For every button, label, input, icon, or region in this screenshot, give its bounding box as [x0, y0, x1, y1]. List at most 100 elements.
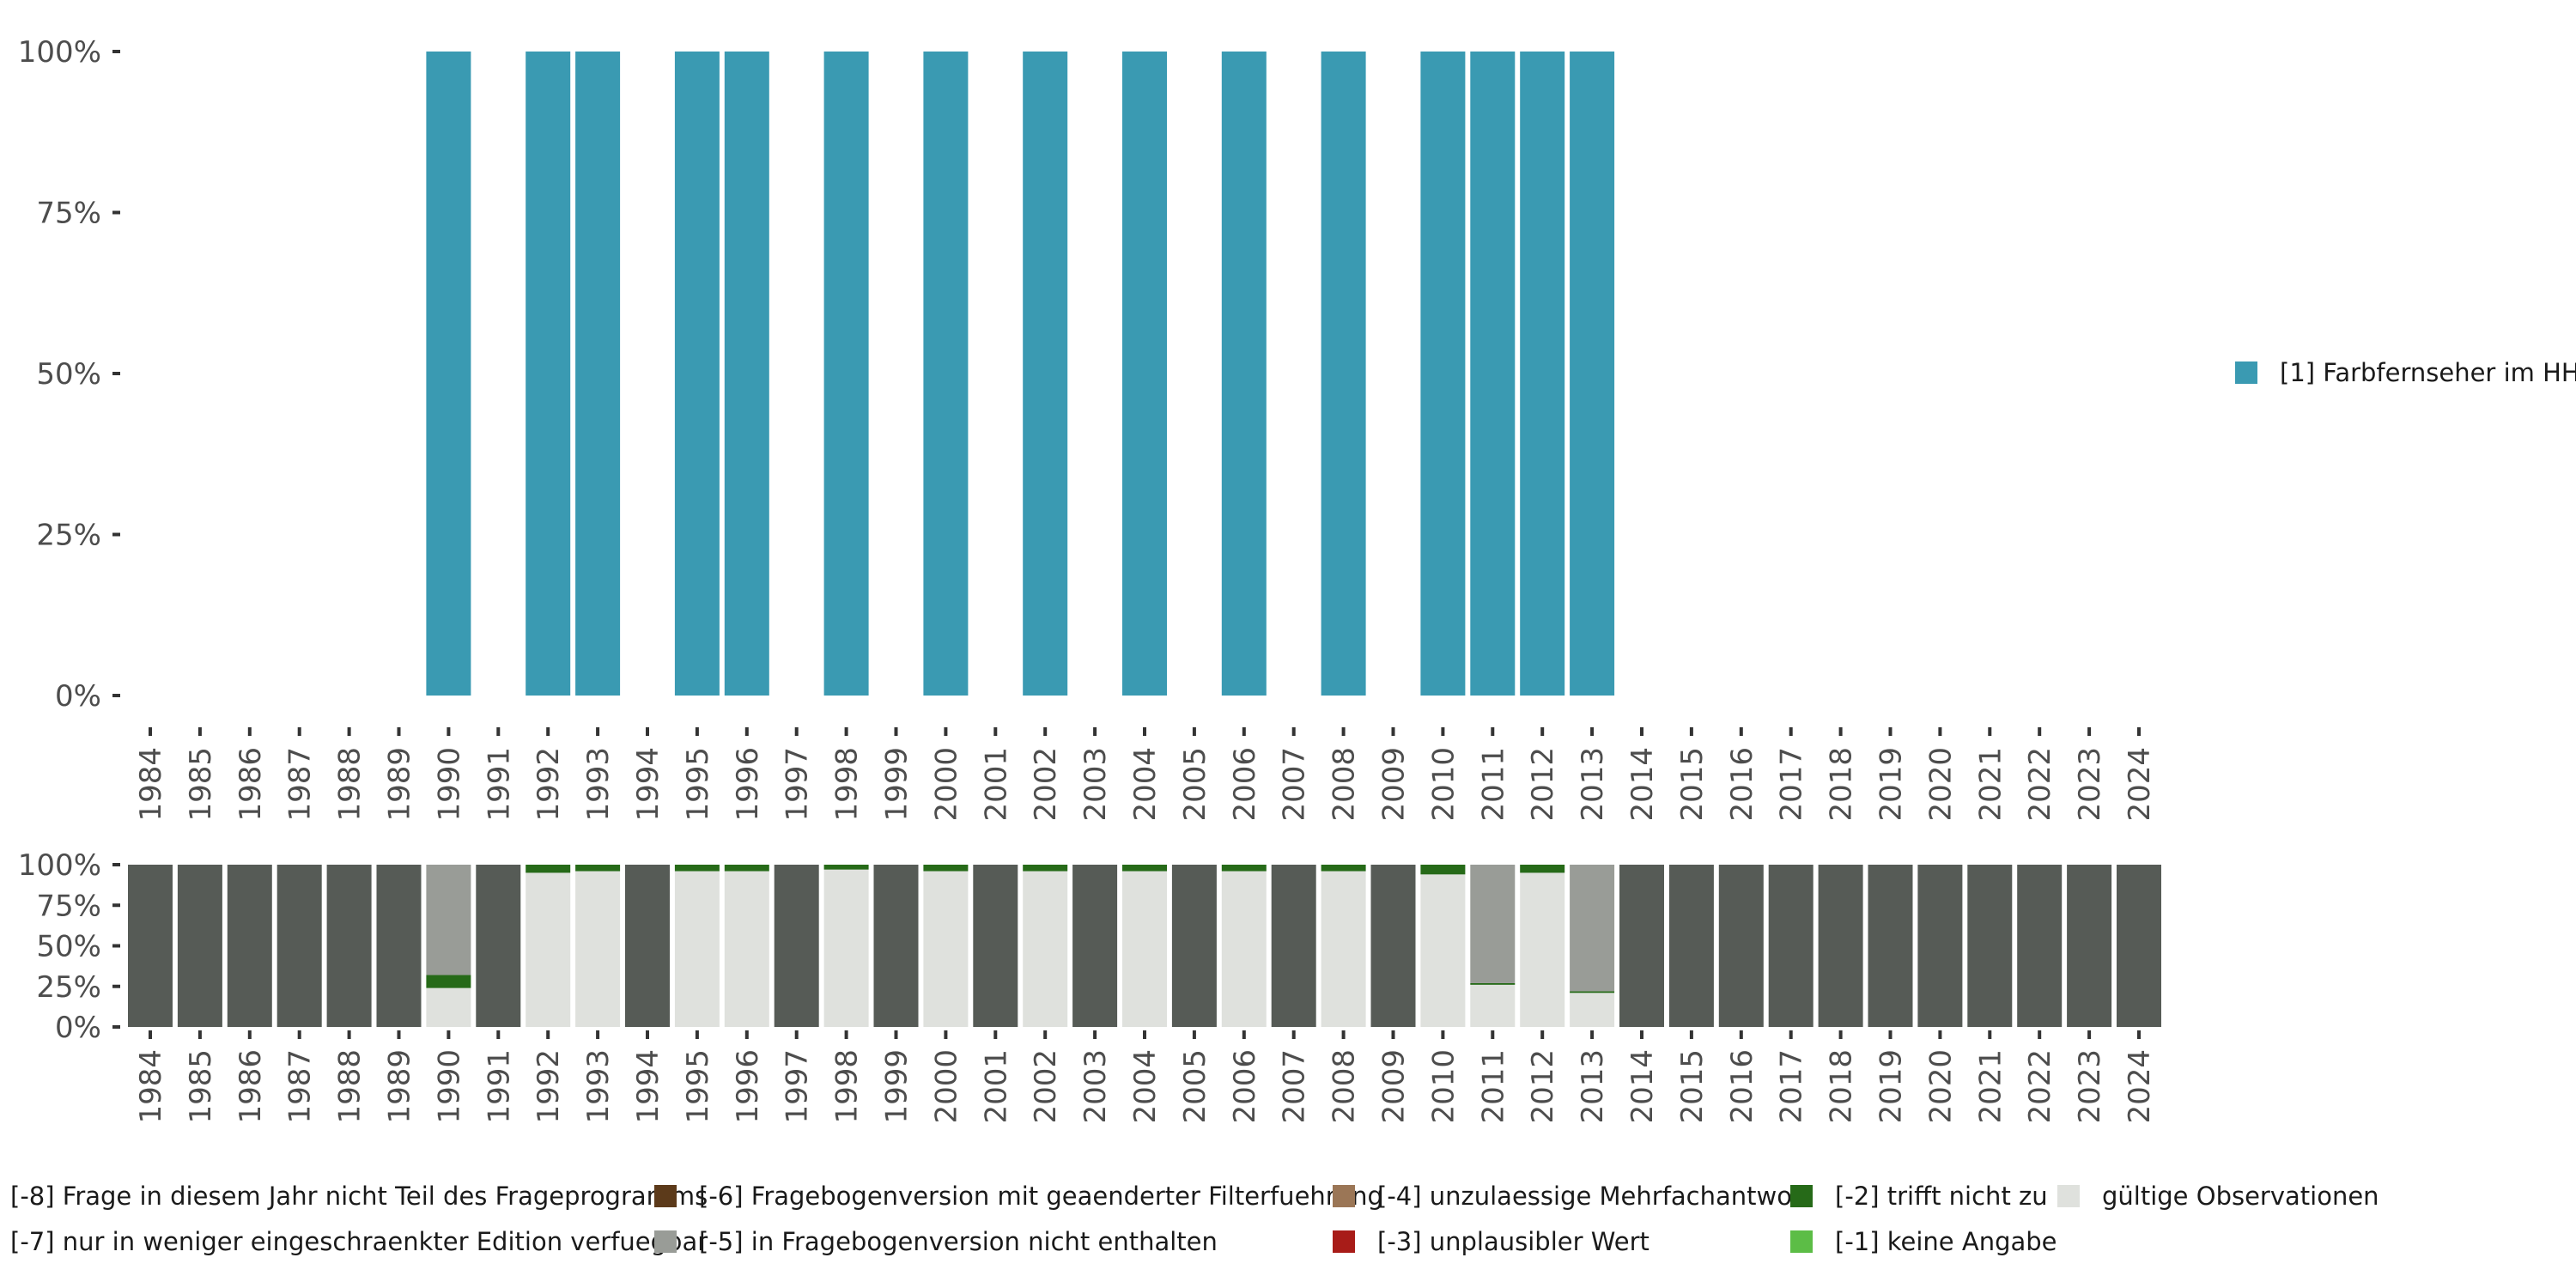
- top-x-tick-label: 1993: [581, 747, 616, 822]
- bottom-x-tick-label: 2006: [1228, 1049, 1262, 1124]
- bottom-y-tick-label: 25%: [36, 970, 101, 1005]
- bottom-legend-swatch: [1333, 1230, 1355, 1253]
- bottom-legend-label: [-4] unzulaessige Mehrfachantwort: [1377, 1182, 1812, 1211]
- top-x-tick-label: 2015: [1675, 747, 1710, 822]
- bottom-bar-1985-s3: [177, 865, 222, 1027]
- top-bar-2013: [1570, 52, 1615, 696]
- bottom-legend-label: [-2] trifft nicht zu: [1835, 1182, 2048, 1211]
- bottom-x-tick-label: 2011: [1476, 1049, 1510, 1124]
- bottom-bar-2008-s1: [1321, 865, 1366, 872]
- top-x-tick-label: 2007: [1278, 747, 1312, 822]
- bottom-x-tick-label: 2012: [1526, 1049, 1560, 1124]
- top-bar-2004: [1122, 52, 1167, 696]
- bottom-bar-1996-s0: [724, 871, 769, 1027]
- top-x-tick-label: 2018: [1825, 747, 1859, 822]
- bottom-bar-2010-s1: [1420, 865, 1466, 875]
- bottom-bar-1990-s2: [426, 865, 471, 975]
- bottom-bar-2016-s3: [1718, 865, 1764, 1027]
- bottom-bar-1991-s3: [476, 865, 521, 1027]
- top-x-tick-label: 1992: [532, 747, 566, 822]
- top-x-tick-label: 1984: [134, 747, 168, 822]
- bottom-x-tick-label: 2009: [1377, 1049, 1412, 1124]
- top-x-tick-label: 1991: [482, 747, 516, 822]
- top-bar-1995: [674, 52, 720, 696]
- top-x-tick-label: 2020: [1923, 747, 1958, 822]
- bottom-bar-2008-s0: [1321, 871, 1366, 1027]
- bottom-legend-swatch: [1790, 1185, 1813, 1207]
- top-chart: 0% 25% 50% 75% 100% 1984 1985 1986 1987 1988 1989 1…: [18, 35, 2157, 822]
- top-bar-1993: [575, 52, 621, 696]
- top-x-tick-label: 2006: [1228, 747, 1262, 822]
- bottom-x-tick-label: 2023: [2073, 1049, 2107, 1124]
- top-bar-1992: [526, 52, 571, 696]
- bottom-legend-label: [-8] Frage in diesem Jahr nicht Teil des…: [10, 1182, 708, 1211]
- top-bar-1990: [426, 52, 471, 696]
- bottom-x-tick-label: 2004: [1128, 1049, 1163, 1124]
- bottom-legend-label: gültige Observationen: [2102, 1182, 2379, 1211]
- bottom-bar-2006-s1: [1221, 865, 1267, 872]
- bottom-y-tick-label: 0%: [55, 1011, 101, 1045]
- bottom-bar-1995-s0: [674, 871, 720, 1027]
- top-x-tick-label: 1985: [184, 747, 218, 822]
- bottom-bar-2023-s3: [2067, 865, 2112, 1027]
- top-x-tick-label: 2021: [1973, 747, 2008, 822]
- bottom-x-tick-label: 2021: [1973, 1049, 2008, 1124]
- bottom-bar-2003-s3: [1072, 865, 1118, 1027]
- bottom-bar-2012-s0: [1520, 872, 1565, 1027]
- bottom-bar-1996-s1: [724, 865, 769, 872]
- top-x-tick-label: 2004: [1128, 747, 1163, 822]
- top-x-tick-label: 2023: [2073, 747, 2107, 822]
- top-x-tick-label: 2005: [1178, 747, 1212, 822]
- bottom-bar-2015-s3: [1668, 865, 1714, 1027]
- legend-label-farbfernseher: [1] Farbfernseher im HH: [2280, 358, 2576, 387]
- top-x-tick-label: 1998: [830, 747, 865, 822]
- bottom-bar-1990-s0: [426, 987, 471, 1027]
- bottom-bar-2020-s3: [1917, 865, 1963, 1027]
- bottom-bar-2002-s0: [1023, 871, 1068, 1027]
- bottom-bar-1997-s3: [774, 865, 819, 1027]
- top-x-tick-label: 2022: [2023, 747, 2057, 822]
- top-x-tick-label: 2003: [1078, 747, 1113, 822]
- bottom-bar-1995-s1: [674, 865, 720, 872]
- bottom-legend-swatch: [654, 1185, 677, 1207]
- bottom-x-tick-label: 1993: [581, 1049, 616, 1124]
- bottom-bar-2010-s0: [1420, 874, 1466, 1027]
- bottom-bar-2017-s3: [1768, 865, 1814, 1027]
- bottom-x-tick-label: 2024: [2123, 1049, 2157, 1124]
- top-x-tick-label: 2010: [1426, 747, 1461, 822]
- top-x-tick-label: 1987: [283, 747, 318, 822]
- bottom-bar-1992-s0: [526, 872, 571, 1027]
- bottom-legend-swatch: [654, 1230, 677, 1253]
- bottom-bar-2014-s3: [1619, 865, 1664, 1027]
- top-bar-2006: [1221, 52, 1267, 696]
- top-x-tick-label: 2016: [1725, 747, 1759, 822]
- bottom-bar-2004-s1: [1122, 865, 1167, 872]
- top-bar-2000: [923, 52, 969, 696]
- bottom-x-tick-label: 1999: [880, 1049, 914, 1124]
- bottom-legend: [-8] Frage in diesem Jahr nicht Teil des…: [10, 1182, 2379, 1256]
- bottom-legend-label: [-6] Fragebogenversion mit geaenderter F…: [699, 1182, 1383, 1211]
- bottom-bar-1984-s3: [128, 865, 173, 1027]
- bottom-x-tick-label: 1998: [830, 1049, 865, 1124]
- bottom-x-tick-label: 2002: [1029, 1049, 1063, 1124]
- bottom-bar-2002-s1: [1023, 865, 1068, 872]
- bottom-bar-2006-s0: [1221, 871, 1267, 1027]
- bottom-legend-label: [-1] keine Angabe: [1835, 1227, 2057, 1256]
- top-x-tick-label: 2017: [1775, 747, 1809, 822]
- top-x-tick-label: 1986: [234, 747, 268, 822]
- bottom-x-tick-label: 1985: [184, 1049, 218, 1124]
- legend-swatch-farbfernseher: [2235, 361, 2257, 384]
- bottom-x-tick-label: 2022: [2023, 1049, 2057, 1124]
- bottom-bar-1986-s3: [227, 865, 272, 1027]
- bottom-bar-2000-s0: [923, 871, 969, 1027]
- top-bar-2002: [1023, 52, 1068, 696]
- top-x-tick-label: 2013: [1576, 747, 1610, 822]
- bottom-bar-2013-s1: [1570, 991, 1615, 993]
- top-x-tick-label: 1990: [432, 747, 466, 822]
- bottom-bar-2021-s3: [1967, 865, 2013, 1027]
- top-y-tick-label: 25%: [36, 519, 101, 553]
- bottom-bar-1994-s3: [625, 865, 670, 1027]
- top-x-tick-label: 2008: [1327, 747, 1362, 822]
- bottom-bar-1999-s3: [873, 865, 919, 1027]
- top-x-tick-label: 2000: [929, 747, 963, 822]
